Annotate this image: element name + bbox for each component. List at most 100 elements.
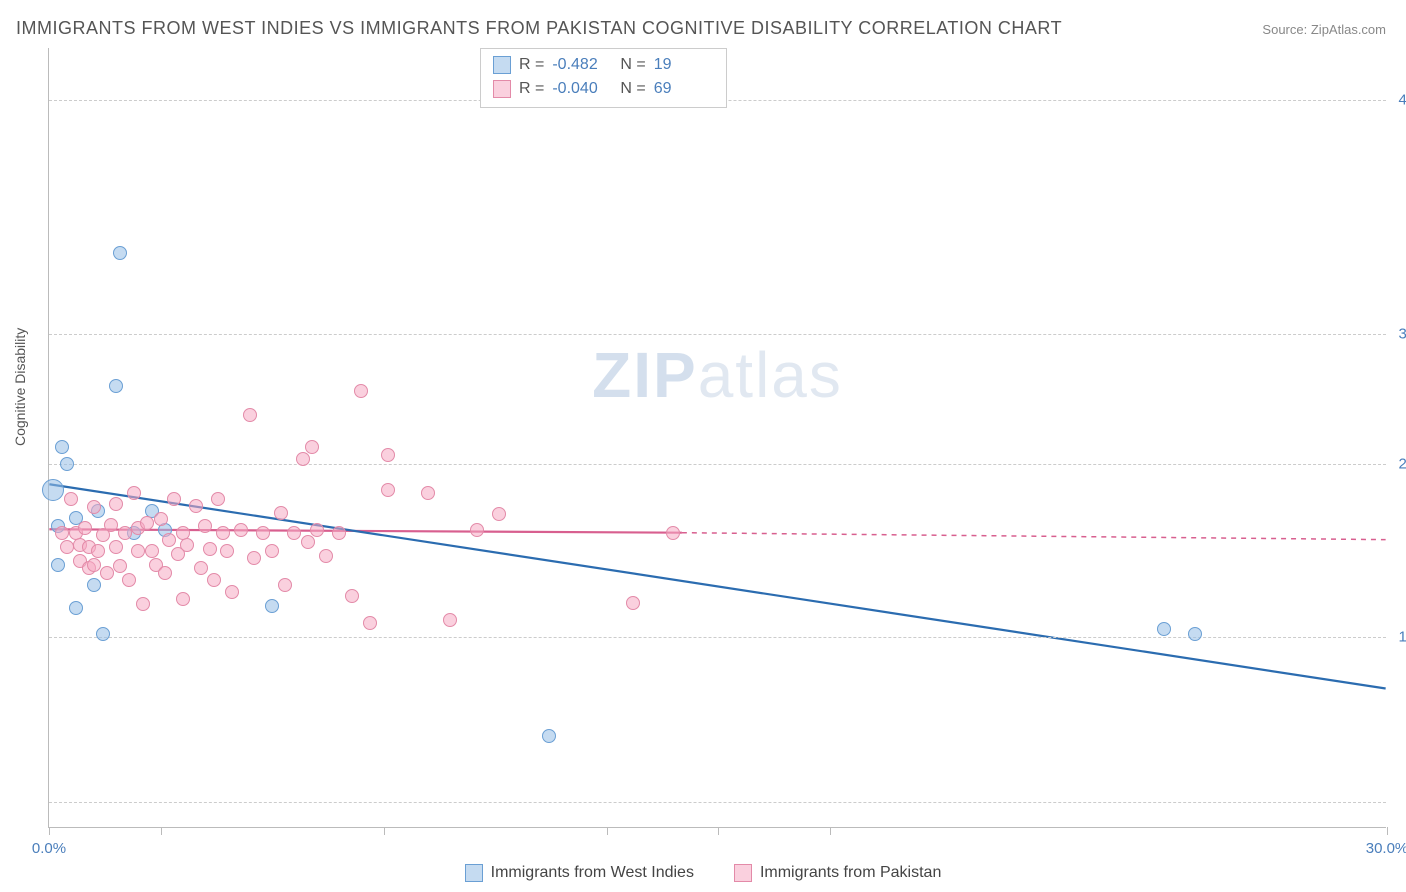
data-point[interactable] [127,486,141,500]
data-point[interactable] [162,533,176,547]
data-point[interactable] [207,573,221,587]
data-point[interactable] [247,551,261,565]
data-point[interactable] [60,457,74,471]
data-point[interactable] [64,492,78,506]
data-point[interactable] [274,506,288,520]
data-point[interactable] [345,589,359,603]
data-point[interactable] [109,379,123,393]
data-point[interactable] [278,578,292,592]
trend-line [49,484,1385,688]
data-point[interactable] [256,526,270,540]
watermark-zip: ZIP [592,339,698,411]
data-point[interactable] [243,408,257,422]
data-point[interactable] [136,597,150,611]
data-point[interactable] [421,486,435,500]
legend-item-1: Immigrants from West Indies [465,864,694,882]
data-point[interactable] [305,440,319,454]
watermark: ZIPatlas [592,338,843,412]
data-point[interactable] [301,535,315,549]
x-tick [49,827,50,835]
gridline-h [49,464,1386,465]
x-tick-label: 0.0% [32,840,66,857]
legend-label-2: Immigrants from Pakistan [760,864,941,882]
data-point[interactable] [234,523,248,537]
data-point[interactable] [96,627,110,641]
data-point[interactable] [51,558,65,572]
data-point[interactable] [69,601,83,615]
legend-swatch-2 [734,864,752,882]
data-point[interactable] [154,512,168,526]
data-point[interactable] [109,497,123,511]
data-point[interactable] [78,521,92,535]
data-point[interactable] [626,596,640,610]
data-point[interactable] [91,544,105,558]
n-value-1: 19 [654,53,714,77]
legend-label-1: Immigrants from West Indies [491,864,694,882]
data-point[interactable] [319,549,333,563]
source-name[interactable]: ZipAtlas.com [1311,22,1386,37]
r-label: R = [519,53,544,77]
data-point[interactable] [265,599,279,613]
x-tick-label: 30.0% [1366,840,1406,857]
data-point[interactable] [287,526,301,540]
n-label: N = [620,77,645,101]
data-point[interactable] [118,526,132,540]
data-point[interactable] [55,440,69,454]
data-point[interactable] [354,384,368,398]
data-point[interactable] [470,523,484,537]
data-point[interactable] [666,526,680,540]
data-point[interactable] [1188,627,1202,641]
data-point[interactable] [363,616,377,630]
r-value-1: -0.482 [552,53,612,77]
data-point[interactable] [1157,622,1171,636]
stats-row-series-2: R = -0.040 N = 69 [493,77,714,101]
data-point[interactable] [104,518,118,532]
data-point[interactable] [203,542,217,556]
data-point[interactable] [198,519,212,533]
data-point[interactable] [87,500,101,514]
data-point[interactable] [443,613,457,627]
data-point[interactable] [87,558,101,572]
source-attribution: Source: ZipAtlas.com [1262,22,1386,37]
legend-item-2: Immigrants from Pakistan [734,864,941,882]
stats-row-series-1: R = -0.482 N = 19 [493,53,714,77]
data-point[interactable] [140,516,154,530]
data-point[interactable] [60,540,74,554]
data-point[interactable] [55,526,69,540]
data-point[interactable] [216,526,230,540]
data-point[interactable] [211,492,225,506]
x-tick [718,827,719,835]
data-point[interactable] [113,559,127,573]
data-point[interactable] [225,585,239,599]
data-point[interactable] [100,566,114,580]
data-point[interactable] [87,578,101,592]
data-point[interactable] [131,544,145,558]
data-point[interactable] [542,729,556,743]
data-point[interactable] [220,544,234,558]
data-point[interactable] [265,544,279,558]
data-point[interactable] [332,526,346,540]
data-point[interactable] [189,499,203,513]
data-point[interactable] [158,566,172,580]
gridline-h [49,802,1386,803]
n-value-2: 69 [654,77,714,101]
x-tick [607,827,608,835]
data-point[interactable] [180,538,194,552]
data-point[interactable] [381,448,395,462]
data-point[interactable] [492,507,506,521]
data-point[interactable] [381,483,395,497]
y-axis-title: Cognitive Disability [12,328,28,446]
data-point[interactable] [167,492,181,506]
data-point[interactable] [122,573,136,587]
data-point[interactable] [42,479,64,501]
data-point[interactable] [113,246,127,260]
data-point[interactable] [296,452,310,466]
data-point[interactable] [194,561,208,575]
trend-lines [49,48,1386,827]
data-point[interactable] [109,540,123,554]
swatch-series-1 [493,56,511,74]
x-tick [830,827,831,835]
data-point[interactable] [176,592,190,606]
data-point[interactable] [310,523,324,537]
data-point[interactable] [145,544,159,558]
